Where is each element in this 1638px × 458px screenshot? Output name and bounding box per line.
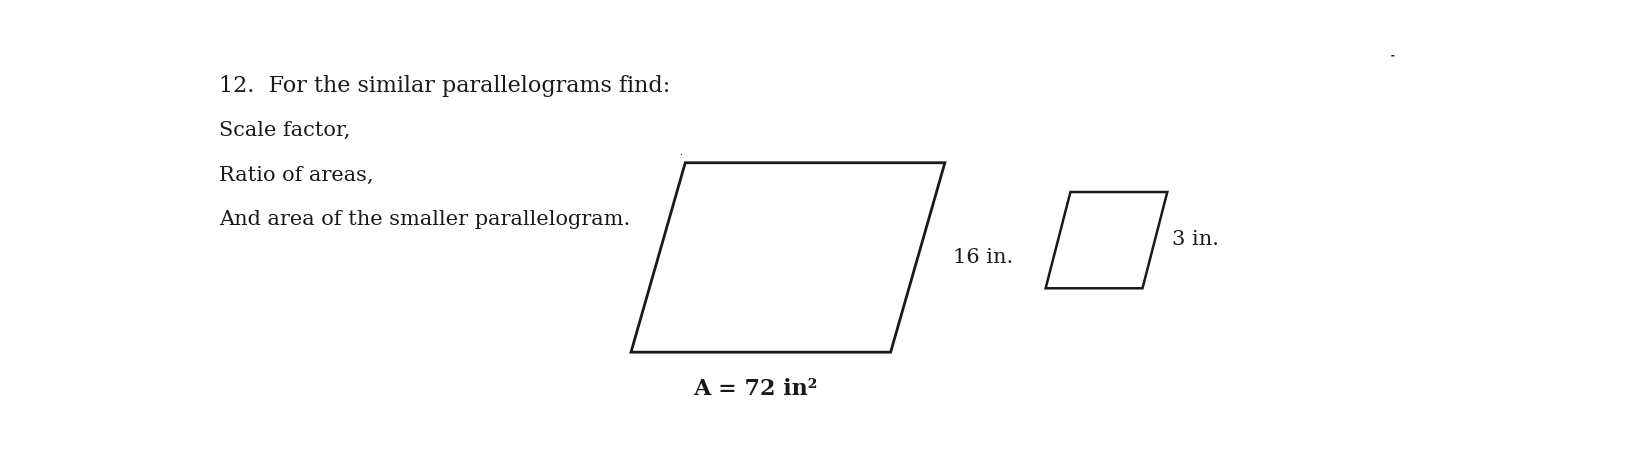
- Text: A = 72 in²: A = 72 in²: [693, 378, 817, 400]
- Text: Scale factor,: Scale factor,: [219, 121, 351, 140]
- Text: 3 in.: 3 in.: [1171, 230, 1219, 249]
- Text: Ratio of areas,: Ratio of areas,: [219, 166, 373, 185]
- Text: 16 in.: 16 in.: [953, 248, 1012, 267]
- Text: 12.  For the similar parallelograms find:: 12. For the similar parallelograms find:: [219, 75, 670, 97]
- Text: And area of the smaller parallelogram.: And area of the smaller parallelogram.: [219, 211, 631, 229]
